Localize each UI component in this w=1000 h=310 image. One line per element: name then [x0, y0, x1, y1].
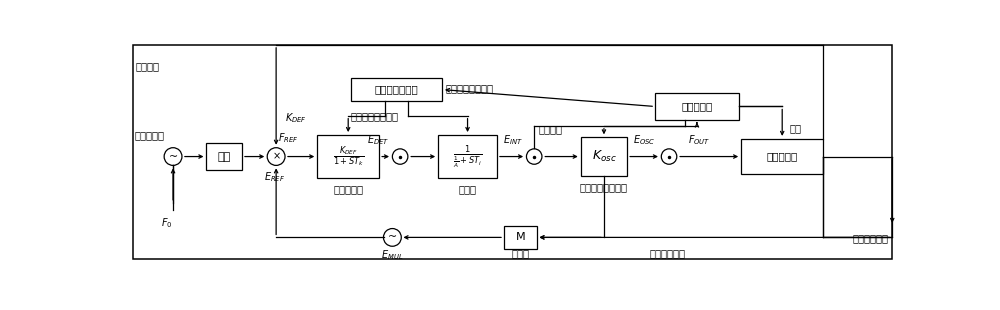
Text: 倍频器: 倍频器 — [511, 248, 529, 258]
Text: 同步参考: 同步参考 — [135, 61, 159, 72]
Text: 积分时间常数设置: 积分时间常数设置 — [446, 83, 494, 93]
Bar — [351, 78, 442, 101]
Text: $\frac{K_{DEF}}{1+ST_k}$: $\frac{K_{DEF}}{1+ST_k}$ — [333, 144, 364, 169]
Text: $E_{OSC}$: $E_{OSC}$ — [633, 134, 656, 147]
Text: 使能: 使能 — [790, 123, 802, 133]
Text: 积分器: 积分器 — [459, 184, 477, 194]
Text: 分频: 分频 — [218, 152, 231, 162]
Bar — [581, 137, 627, 176]
Text: 高稳参考源: 高稳参考源 — [134, 130, 164, 140]
Bar — [133, 45, 892, 259]
Text: $E_{INT}$: $E_{INT}$ — [503, 134, 522, 147]
Text: 仿真测试输出: 仿真测试输出 — [852, 233, 888, 244]
Text: $\frac{1}{\frac{1}{A}+ST_i}$: $\frac{1}{\frac{1}{A}+ST_i}$ — [453, 143, 482, 170]
Text: $E_{MUL}$: $E_{MUL}$ — [381, 248, 404, 262]
Text: $F_{OUT}$: $F_{OUT}$ — [688, 134, 711, 147]
Bar — [504, 226, 537, 249]
Text: 频稳测试仪: 频稳测试仪 — [767, 152, 798, 162]
Bar — [317, 135, 379, 178]
Bar — [741, 139, 823, 174]
Text: $K_{DEF}$: $K_{DEF}$ — [285, 111, 307, 125]
Text: 检波时间常数设置: 检波时间常数设置 — [351, 112, 399, 122]
Bar — [655, 93, 739, 120]
Text: $K_{osc}$: $K_{osc}$ — [592, 149, 616, 164]
Bar — [206, 143, 242, 170]
Text: 键控调频信号: 键控调频信号 — [650, 248, 686, 258]
Text: ~: ~ — [168, 152, 178, 162]
Text: 检波放大器: 检波放大器 — [333, 184, 363, 194]
Text: $E_{DET}$: $E_{DET}$ — [367, 134, 390, 147]
Text: M: M — [515, 232, 525, 242]
Text: $\times$: $\times$ — [272, 151, 281, 162]
Bar — [438, 135, 497, 178]
Text: 时间常数发生器: 时间常数发生器 — [374, 85, 418, 95]
Text: 鉴相信号: 鉴相信号 — [538, 125, 562, 135]
Text: 仿真激励源发生器: 仿真激励源发生器 — [580, 182, 628, 192]
Text: 中央控制器: 中央控制器 — [681, 101, 713, 112]
Text: $E_{REF}$: $E_{REF}$ — [264, 170, 285, 184]
Text: $F_{REF}$: $F_{REF}$ — [278, 131, 298, 145]
Text: $F_0$: $F_0$ — [161, 216, 173, 230]
Text: ~: ~ — [388, 232, 397, 242]
